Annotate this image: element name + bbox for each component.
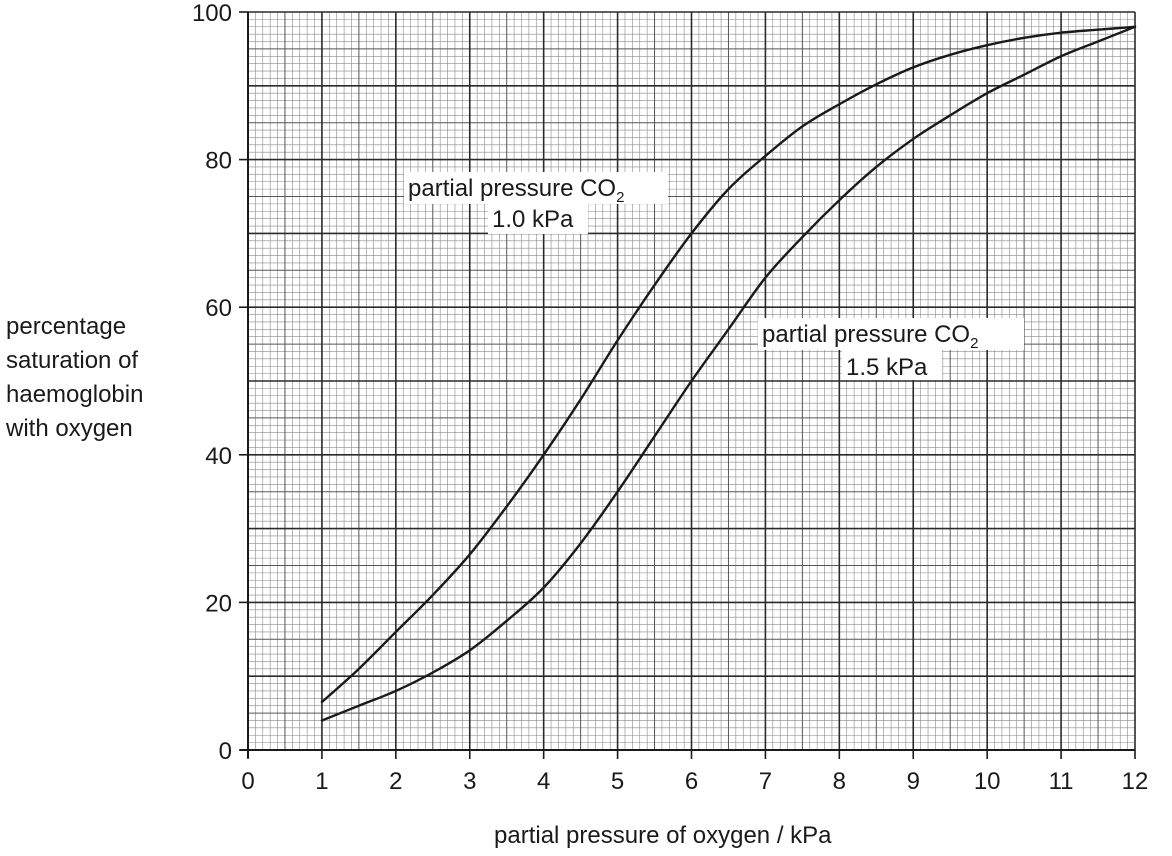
x-tick-label: 8: [833, 768, 846, 795]
curve-series-2: [320, 25, 1137, 722]
annotations: partial pressure CO2 1.0 kPa partial pre…: [404, 172, 1024, 381]
annotation-2-bg-2: [842, 350, 942, 380]
y-tick-label: 60: [205, 295, 232, 322]
y-axis-label: percentage saturation of haemoglobin wit…: [6, 310, 143, 446]
x-tick-label: 3: [463, 768, 476, 795]
y-tick-label: 100: [192, 0, 232, 27]
annotation-1-bg: [404, 172, 668, 204]
y-axis-label-line-1: percentage: [6, 313, 127, 340]
x-tick-label: 6: [685, 768, 698, 795]
y-tick-label: 80: [205, 148, 232, 175]
annotation-2-line-1: partial pressure CO2: [762, 321, 978, 352]
x-tick-label: 0: [241, 768, 254, 795]
x-tick-label: 7: [759, 768, 772, 795]
annotation-2-bg: [758, 318, 1024, 350]
annotation-1-bg-2: [488, 204, 588, 234]
x-axis-label: partial pressure of oxygen / kPa: [494, 822, 832, 849]
x-tick-label: 4: [537, 768, 550, 795]
curves: [320, 25, 1137, 722]
x-tick-label: 2: [389, 768, 402, 795]
x-tick-label: 10: [974, 768, 1001, 795]
x-tick-label: 1: [315, 768, 328, 795]
annotation-1-line-1: partial pressure CO2: [408, 175, 624, 206]
x-tick-label: 11: [1049, 768, 1074, 795]
annotation-2-line-2: 1.5 kPa: [846, 354, 928, 381]
curve-series-1: [320, 25, 1137, 704]
x-tick-label: 9: [907, 768, 920, 795]
y-tick-label: 40: [205, 443, 232, 470]
y-axis-label-line-3: haemoglobin: [6, 381, 144, 408]
axes: [240, 12, 1135, 758]
major-grid: [247, 11, 1136, 751]
y-tick-label: 0: [219, 738, 232, 765]
annotation-1-line-2: 1.0 kPa: [492, 206, 574, 233]
y-axis-label-line-2: saturation of: [6, 347, 139, 374]
x-tick-label: 5: [611, 768, 624, 795]
x-tick-label: 12: [1122, 768, 1149, 795]
y-axis-label-line-4: with oxygen: [6, 415, 133, 442]
y-tick-label: 20: [205, 590, 232, 617]
